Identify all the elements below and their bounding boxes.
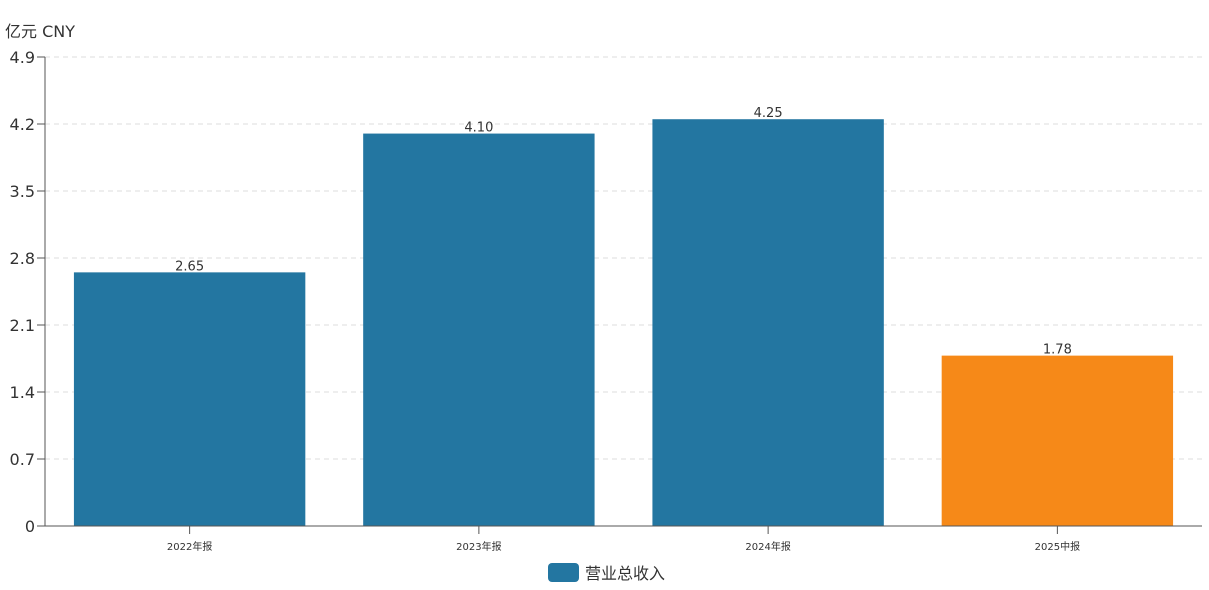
bar <box>652 119 884 526</box>
y-tick-label: 1.4 <box>10 383 35 402</box>
data-label: 2.65 <box>175 259 204 274</box>
x-tick-label: 2024年报 <box>745 540 790 553</box>
legend[interactable]: 营业总收入 <box>548 563 665 583</box>
x-tick-label: 2023年报 <box>456 540 501 553</box>
legend-label: 营业总收入 <box>585 564 665 583</box>
bar <box>73 272 306 526</box>
x-tick-label: 2022年报 <box>167 540 212 553</box>
y-tick-label: 4.9 <box>10 48 35 67</box>
y-tick-label: 0 <box>25 517 35 536</box>
y-axis-unit-label: 亿元 CNY <box>5 22 75 41</box>
y-tick-label: 2.8 <box>10 249 35 268</box>
data-label: 4.25 <box>754 106 783 121</box>
y-tick-label: 3.5 <box>10 182 35 201</box>
bars: 2.65 4.10 4.25 1.78 <box>73 106 1174 527</box>
data-label: 1.78 <box>1043 343 1072 358</box>
data-label: 4.10 <box>464 121 493 136</box>
x-tick-label: 2025中报 <box>1035 540 1080 553</box>
bar <box>941 355 1174 526</box>
legend-swatch <box>548 563 579 582</box>
y-tick-label: 0.7 <box>10 450 35 469</box>
y-tick-label: 2.1 <box>10 316 35 335</box>
bar <box>363 133 595 527</box>
y-tick-label: 4.2 <box>10 115 35 134</box>
axes: 0 0.7 1.4 2.1 2.8 3.5 4.2 4.9 2022年报 2023年报 2024年报… <box>10 48 1202 553</box>
